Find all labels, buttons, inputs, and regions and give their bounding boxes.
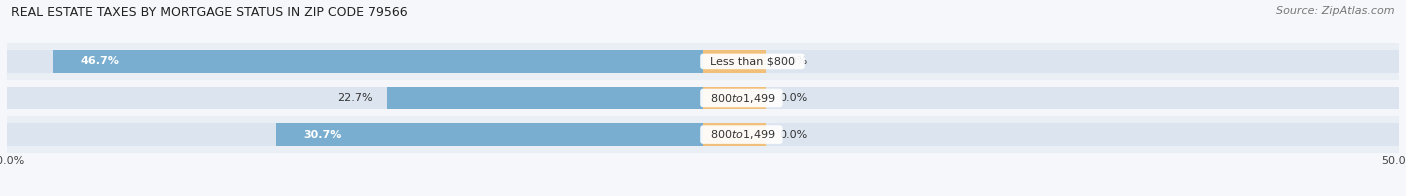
Text: REAL ESTATE TAXES BY MORTGAGE STATUS IN ZIP CODE 79566: REAL ESTATE TAXES BY MORTGAGE STATUS IN … (11, 6, 408, 19)
Text: 46.7%: 46.7% (80, 56, 120, 66)
Text: 0.0%: 0.0% (779, 93, 808, 103)
Bar (7, 43, 1399, 80)
Text: Source: ZipAtlas.com: Source: ZipAtlas.com (1277, 6, 1395, 16)
Text: Less than $800: Less than $800 (703, 56, 801, 66)
Text: $800 to $1,499: $800 to $1,499 (703, 92, 780, 104)
Bar (387, 87, 703, 109)
Bar (7, 80, 1399, 116)
Bar (276, 123, 703, 146)
Bar (7, 87, 1399, 109)
Text: $800 to $1,499: $800 to $1,499 (703, 128, 780, 141)
Text: 22.7%: 22.7% (337, 93, 373, 103)
Bar (703, 87, 766, 109)
Bar (53, 50, 703, 73)
Text: 30.7%: 30.7% (304, 130, 342, 140)
Bar (703, 123, 766, 146)
Text: 0.0%: 0.0% (779, 56, 808, 66)
Bar (7, 50, 1399, 73)
Bar (7, 116, 1399, 153)
Bar (703, 50, 766, 73)
Text: 0.0%: 0.0% (779, 130, 808, 140)
Bar (7, 123, 1399, 146)
